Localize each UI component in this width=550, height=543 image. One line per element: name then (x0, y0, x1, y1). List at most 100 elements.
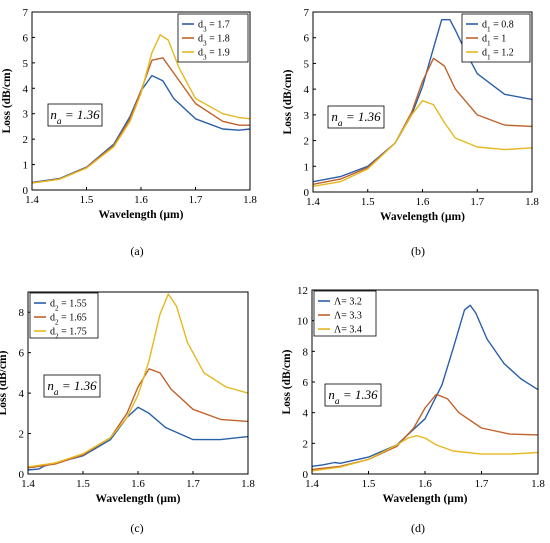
legend-entry-1: d2 = 1.55 (50, 299, 87, 313)
annotation-box (47, 103, 103, 127)
legend-entry-1: Λ= 3.2 (334, 297, 362, 308)
x-axis-label: Wavelength (µm) (99, 209, 184, 221)
y-tick-label: 3 (304, 110, 310, 122)
x-tick-label: 1.7 (470, 196, 484, 208)
series-line-3 (28, 293, 248, 468)
legend-entry-3: Λ= 3.4 (334, 325, 362, 336)
y-tick-label: 8 (303, 346, 309, 358)
annotation-label: na = 1.36 (328, 387, 378, 407)
x-tick-label: 1.5 (80, 194, 94, 206)
y-tick-label: 6 (19, 348, 25, 360)
legend-entry-3: d2 = 1.75 (50, 327, 87, 341)
y-tick-label: 2 (303, 438, 309, 450)
y-tick-label: 5 (304, 58, 310, 70)
annotation-label: na = 1.36 (331, 109, 381, 129)
x-tick-label: 1.6 (416, 196, 430, 208)
series-line-3 (312, 435, 538, 472)
y-tick-label: 8 (19, 307, 25, 319)
series-line-1 (312, 304, 538, 467)
series-line-3 (32, 34, 250, 184)
x-tick-label: 1.4 (305, 478, 319, 490)
x-tick-label: 1.7 (189, 194, 203, 206)
x-tick-label: 1.7 (475, 478, 489, 490)
x-tick-label: 1.5 (361, 196, 375, 208)
x-tick-label: 1.4 (306, 196, 320, 208)
legend-entry-1: d1 = 0.8 (482, 20, 514, 34)
y-tick-label: 4 (23, 83, 29, 95)
x-tick-label: 1.8 (531, 478, 545, 490)
y-axis-label: Loss (dB/cm) (0, 350, 9, 415)
y-axis-label: Loss (dB/cm) (281, 349, 293, 414)
y-tick-label: 0 (23, 185, 29, 197)
y-tick-label: 0 (19, 469, 25, 481)
y-tick-label: 3 (23, 109, 29, 121)
x-tick-label: 1.8 (525, 196, 539, 208)
x-tick-label: 1.8 (243, 194, 257, 206)
annotation-box (327, 105, 385, 129)
legend-entry-2: d2 = 1.65 (50, 313, 87, 327)
x-tick-label: 1.4 (25, 194, 39, 206)
x-tick-label: 1.8 (241, 478, 255, 490)
series-group (312, 304, 538, 472)
series-group (313, 19, 532, 187)
legend: Λ= 3.2 Λ= 3.3 Λ= 3.4 (313, 290, 377, 337)
chart-panel-c: 1.4 1.5 1.6 1.7 1.8 0 2 4 6 8 Wavelength (µm) Loss … (0, 291, 255, 535)
legend-entry-2: Λ= 3.3 (334, 311, 362, 322)
legend: d1 = 0.8d1 = 1d1 = 1.2 (461, 13, 531, 63)
y-tick-label: 1 (23, 160, 29, 172)
legend: d3 = 1.7d3 = 1.8d3 = 1.9 (177, 13, 249, 63)
y-tick-label: 6 (23, 32, 29, 44)
panel-label: (b) (411, 244, 425, 258)
chart-panel-a: 1.4 1.5 1.6 1.7 1.8 0 1 2 3 4 5 6 7 Wavelength (µm) Lo… (1, 7, 257, 258)
series-group (32, 34, 250, 184)
legend-entry-1: d3 = 1.7 (198, 20, 230, 34)
x-axis-label: Wavelength (µm) (380, 211, 465, 223)
y-tick-label: 7 (23, 7, 29, 19)
panel-label: (c) (130, 521, 143, 535)
series-line-1 (313, 19, 532, 183)
y-tick-label: 2 (19, 429, 25, 441)
y-axis-label: Loss (dB/cm) (1, 68, 13, 133)
x-tick-label: 1.4 (21, 478, 35, 490)
legend-entry-3: d1 = 1.2 (482, 48, 514, 62)
annotation-label: na = 1.36 (47, 378, 97, 398)
y-tick-label: 4 (303, 408, 309, 420)
y-tick-label: 7 (304, 7, 310, 19)
y-tick-label: 2 (304, 136, 310, 148)
x-tick-label: 1.6 (131, 478, 145, 490)
y-tick-label: 12 (297, 285, 308, 297)
panel-label: (d) (411, 521, 425, 535)
x-tick-label: 1.6 (418, 478, 432, 490)
annotation-box (324, 383, 382, 407)
legend-entry-2: d3 = 1.8 (198, 34, 230, 48)
legend-entry-3: d3 = 1.9 (198, 48, 230, 62)
y-axis-label: Loss (dB/cm) (282, 69, 294, 134)
series-group (28, 293, 248, 471)
y-tick-label: 0 (303, 469, 309, 481)
y-tick-label: 2 (23, 134, 29, 146)
y-tick-label: 1 (304, 161, 310, 173)
x-tick-label: 1.6 (134, 194, 148, 206)
y-tick-label: 4 (19, 388, 25, 400)
y-tick-label: 10 (297, 316, 309, 328)
y-tick-label: 5 (23, 58, 29, 70)
series-line-3 (313, 100, 532, 187)
annotation-label: na = 1.36 (50, 107, 100, 127)
x-tick-label: 1.5 (76, 478, 90, 490)
x-tick-label: 1.7 (186, 478, 200, 490)
y-tick-label: 0 (304, 187, 310, 199)
y-tick-label: 6 (304, 33, 310, 45)
x-axis-label: Wavelength (µm) (96, 493, 181, 505)
x-tick-label: 1.5 (362, 478, 376, 490)
annotation-box (43, 374, 101, 398)
panel-label: (a) (130, 244, 143, 258)
x-axis-label: Wavelength (µm) (383, 493, 468, 505)
y-tick-label: 6 (303, 377, 309, 389)
chart-panel-d: 1.4 1.5 1.6 1.7 1.8 0 2 4 6 8 10 12 Wavelength (µm) L… (281, 285, 545, 535)
legend-entry-2: d1 = 1 (482, 34, 506, 48)
series-line-2 (313, 57, 532, 185)
y-tick-label: 4 (304, 84, 310, 96)
chart-panel-b: 1.4 1.5 1.6 1.7 1.8 0 1 2 3 4 5 6 7 Wavelength (µm) Lo… (282, 7, 539, 258)
